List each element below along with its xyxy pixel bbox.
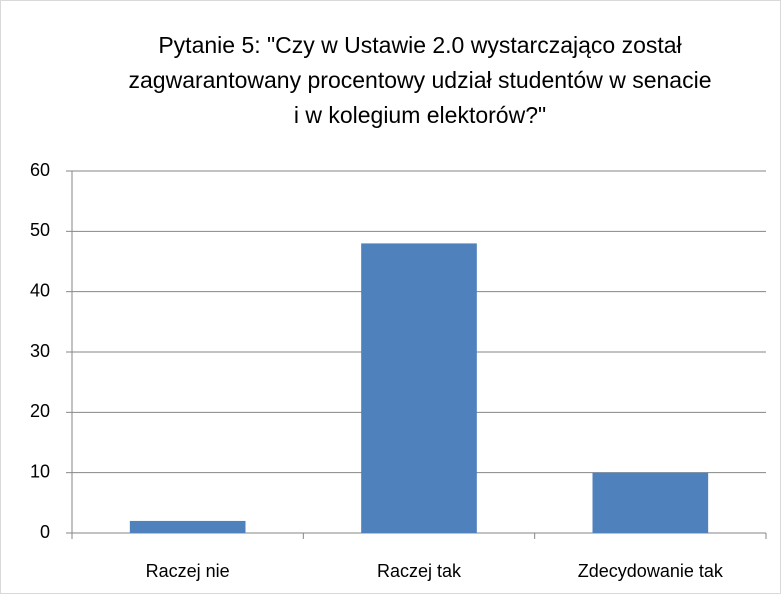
y-tick-label: 0	[40, 522, 50, 542]
bar	[129, 520, 246, 533]
y-tick-label: 30	[30, 341, 50, 361]
chart-title: Pytanie 5: "Czy w Ustawie 2.0 wystarczaj…	[128, 32, 712, 128]
x-tick-label: Zdecydowanie tak	[578, 561, 724, 581]
y-tick-label: 10	[30, 461, 50, 481]
x-tick-label: Raczej nie	[146, 561, 230, 581]
y-tick-label: 60	[30, 160, 50, 180]
x-tick-label: Raczej tak	[377, 561, 462, 581]
y-tick-label: 50	[30, 220, 50, 240]
bar	[361, 243, 477, 533]
y-tick-label: 20	[30, 401, 50, 421]
y-tick-label: 40	[30, 280, 50, 300]
bar	[592, 472, 709, 533]
